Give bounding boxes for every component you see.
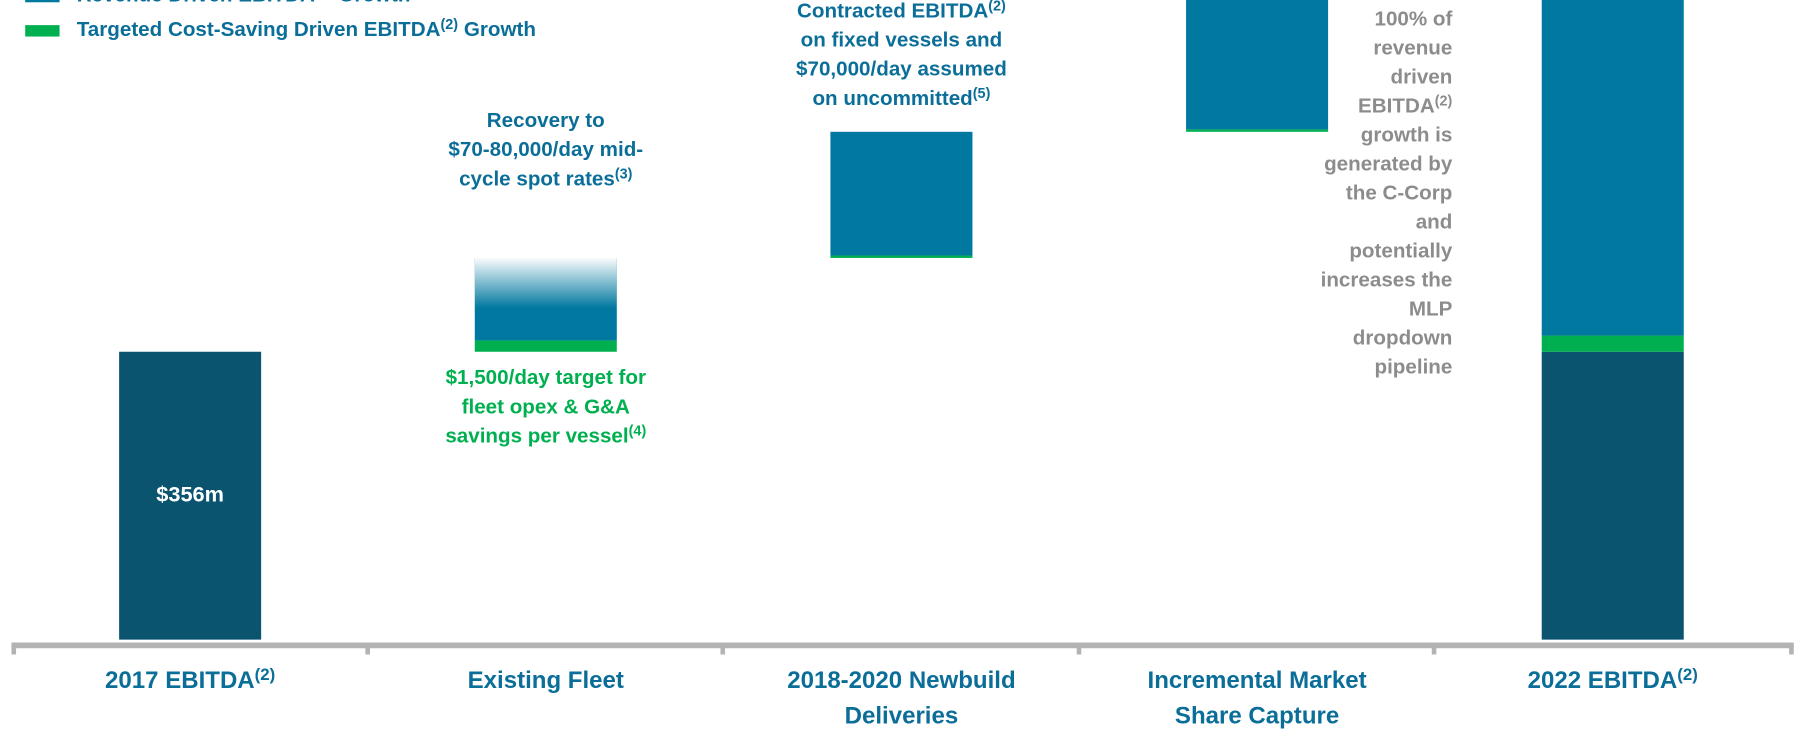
bar-segment bbox=[830, 131, 973, 256]
annotation-line: $70-80,000/day mid- bbox=[448, 139, 643, 162]
annotation-line: cycle spot rates(3) bbox=[459, 167, 633, 191]
annotation-line: and bbox=[1416, 211, 1453, 234]
bar-segment bbox=[1186, 129, 1329, 132]
legend-label: Targeted Cost-Saving Driven EBITDA(2) Gr… bbox=[77, 17, 536, 41]
annotation-line: fleet opex & G&A bbox=[462, 396, 630, 419]
annotation-line: Recovery to bbox=[487, 109, 605, 132]
axis bbox=[11, 642, 1794, 655]
annotation-line: Contracted EBITDA(2) bbox=[797, 0, 1006, 23]
annotation-line: potentially bbox=[1349, 240, 1453, 263]
annotation-line: the C-Corp bbox=[1346, 182, 1452, 205]
annotation-line: increases the bbox=[1321, 269, 1453, 292]
annotation-line: pipeline bbox=[1375, 356, 1453, 379]
bar-segment bbox=[1541, 335, 1684, 352]
x-tick-label: 2018-2020 Newbuild Deliveries bbox=[787, 667, 1015, 729]
annotation-line: revenue bbox=[1373, 37, 1452, 60]
bar-segment bbox=[1541, 0, 1684, 336]
legend-swatch bbox=[25, 0, 60, 3]
bar-segment bbox=[119, 351, 262, 640]
annotation-line: MLP bbox=[1409, 298, 1453, 321]
annotation-line: on uncommitted(5) bbox=[812, 86, 990, 110]
annotation-line: $1,500/day target for bbox=[446, 367, 646, 390]
annotation-line: savings per vessel(4) bbox=[445, 424, 646, 448]
annotation-line: dropdown bbox=[1353, 327, 1453, 350]
value-label: $356m bbox=[156, 481, 224, 506]
annotation-line: driven bbox=[1391, 66, 1453, 89]
annotation-line: EBITDA(2) bbox=[1358, 94, 1453, 118]
fade-overlay bbox=[474, 256, 617, 309]
annotation-line: $70,000/day assumed bbox=[796, 58, 1007, 81]
annotation-line: growth is bbox=[1361, 124, 1453, 147]
annotation-line: on fixed vessels and bbox=[801, 29, 1003, 52]
x-tick-label: 2022 EBITDA(2) bbox=[1528, 665, 1698, 695]
bar-segment bbox=[1186, 0, 1329, 130]
x-tick-label: Existing Fleet bbox=[468, 667, 624, 694]
legend-swatch bbox=[25, 25, 60, 37]
annotation-line: generated by bbox=[1324, 153, 1453, 176]
annotation-line: 100% of bbox=[1374, 8, 1452, 31]
x-tick-label: 2017 EBITDA(2) bbox=[105, 665, 275, 695]
legend-label: Revenue Driven EBITDA(2) Growth bbox=[77, 0, 411, 7]
x-tick-label: Incremental Market Share Capture bbox=[1148, 667, 1367, 729]
bar-segment bbox=[1541, 351, 1684, 640]
bar-segment bbox=[830, 255, 973, 258]
bar-segment bbox=[474, 340, 617, 352]
